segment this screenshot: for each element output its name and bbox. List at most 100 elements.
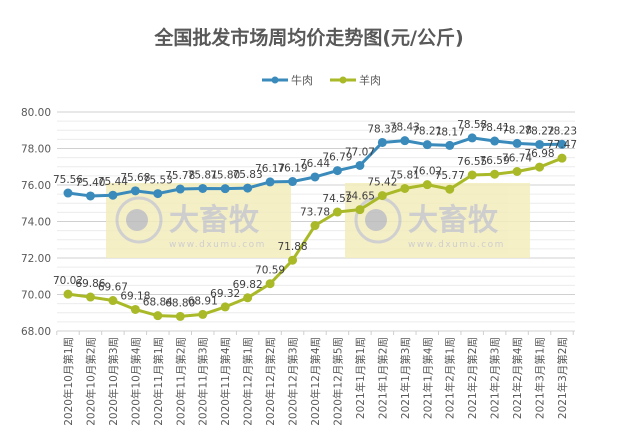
- data-label: 75.77: [435, 170, 465, 182]
- data-point: [535, 139, 545, 149]
- x-tick-label: 2020年10月第3周: [107, 337, 120, 426]
- data-point: [310, 221, 320, 231]
- watermark-url: www.dxumu.com: [169, 240, 266, 250]
- data-point: [467, 133, 477, 143]
- data-point: [63, 289, 73, 299]
- data-point: [175, 311, 185, 321]
- data-point: [265, 279, 275, 289]
- data-label: 78.22: [525, 125, 555, 137]
- data-label: 78.58: [457, 119, 487, 131]
- data-point: [490, 169, 500, 179]
- data-point: [198, 309, 208, 319]
- legend-marker-1: [339, 76, 347, 84]
- data-label: 68.84: [143, 297, 173, 309]
- data-label: 76.74: [502, 152, 532, 164]
- data-label: 76.19: [278, 163, 308, 175]
- data-label: 76.59: [480, 155, 510, 167]
- data-point: [490, 136, 500, 146]
- x-tick-label: 2021年1月第3周: [399, 337, 412, 419]
- x-tick-label: 2020年11月第3周: [197, 337, 210, 426]
- data-point: [557, 153, 567, 163]
- x-tick-label: 2020年10月第2周: [84, 337, 97, 426]
- data-point: [377, 191, 387, 201]
- data-label: 70.02: [53, 275, 83, 287]
- x-tick-label: 2021年1月第1周: [354, 337, 367, 419]
- data-label: 78.21: [412, 126, 442, 138]
- x-tick-label: 2020年10月第4周: [129, 337, 142, 426]
- data-label: 75.83: [233, 169, 263, 181]
- data-point: [85, 191, 95, 201]
- x-tick-label: 2021年2月第3周: [489, 337, 502, 419]
- data-label: 76.17: [255, 163, 285, 175]
- y-tick-label: 80.00: [21, 107, 51, 119]
- data-label: 77.47: [547, 139, 577, 151]
- data-point: [108, 190, 118, 200]
- data-point: [400, 183, 410, 193]
- data-point: [400, 136, 410, 146]
- data-point: [153, 189, 163, 199]
- x-tick-label: 2020年10月第1周: [62, 337, 75, 426]
- x-tick-label: 2020年12月第2周: [264, 337, 277, 426]
- data-label: 75.53: [143, 175, 173, 187]
- data-point: [332, 207, 342, 217]
- data-point: [63, 188, 73, 198]
- data-point: [512, 138, 522, 148]
- legend-label-1: 羊肉: [359, 73, 381, 87]
- watermark-0: 大畜牧 www.dxumu.com: [106, 183, 291, 258]
- data-point: [85, 292, 95, 302]
- watermark-1: 大畜牧 www.dxumu.com: [345, 183, 530, 258]
- x-tick-label: 2020年12月第5周: [331, 337, 344, 426]
- data-point: [422, 140, 432, 150]
- data-point: [288, 177, 298, 187]
- data-label: 75.40: [75, 177, 105, 189]
- x-tick-label: 2020年12月第1周: [242, 337, 255, 426]
- x-tick-label: 2021年1月第4周: [421, 337, 434, 419]
- x-tick-label: 2021年1月第2周: [376, 337, 389, 419]
- data-point: [288, 255, 298, 265]
- x-tick-label: 2021年3月第1周: [534, 337, 547, 419]
- data-point: [355, 160, 365, 170]
- data-point: [512, 166, 522, 176]
- watermark-logo-text: 大畜牧: [408, 203, 499, 238]
- data-label: 78.17: [435, 126, 465, 138]
- data-point: [198, 183, 208, 193]
- data-label: 75.56: [53, 174, 83, 186]
- y-tick-label: 72.00: [21, 253, 51, 265]
- data-point: [153, 311, 163, 321]
- x-tick-label: 2021年2月第2周: [466, 337, 479, 419]
- legend-marker-0: [271, 76, 279, 84]
- data-point: [175, 184, 185, 194]
- watermark-logo-ring: [115, 196, 163, 244]
- watermark-url: www.dxumu.com: [408, 240, 505, 250]
- watermark-logo-text: 大畜牧: [169, 203, 260, 238]
- data-point: [243, 183, 253, 193]
- data-label: 76.02: [412, 166, 442, 178]
- data-label: 77.07: [345, 146, 375, 158]
- y-tick-label: 78.00: [21, 144, 51, 156]
- data-label: 71.88: [278, 241, 308, 253]
- data-label: 78.43: [390, 122, 420, 134]
- data-point: [310, 172, 320, 182]
- data-label: 68.91: [188, 295, 218, 307]
- x-tick-label: 2021年3月第2周: [556, 337, 569, 419]
- data-point: [445, 184, 455, 194]
- data-label: 69.32: [210, 288, 240, 300]
- data-point: [332, 166, 342, 176]
- data-point: [265, 177, 275, 187]
- y-tick-label: 70.00: [21, 290, 51, 302]
- data-label: 75.80: [210, 170, 240, 182]
- x-tick-label: 2020年12月第4周: [309, 337, 322, 426]
- x-tick-label: 2020年11月第4周: [219, 337, 232, 426]
- x-tick-label: 2020年12月第3周: [287, 337, 300, 426]
- data-label: 75.44: [98, 176, 128, 188]
- data-label: 75.42: [367, 177, 397, 189]
- data-label: 69.82: [233, 279, 263, 291]
- data-point: [243, 293, 253, 303]
- data-point: [108, 296, 118, 306]
- data-point: [220, 184, 230, 194]
- data-label: 68.80: [165, 297, 195, 309]
- data-point: [445, 140, 455, 150]
- data-point: [355, 205, 365, 215]
